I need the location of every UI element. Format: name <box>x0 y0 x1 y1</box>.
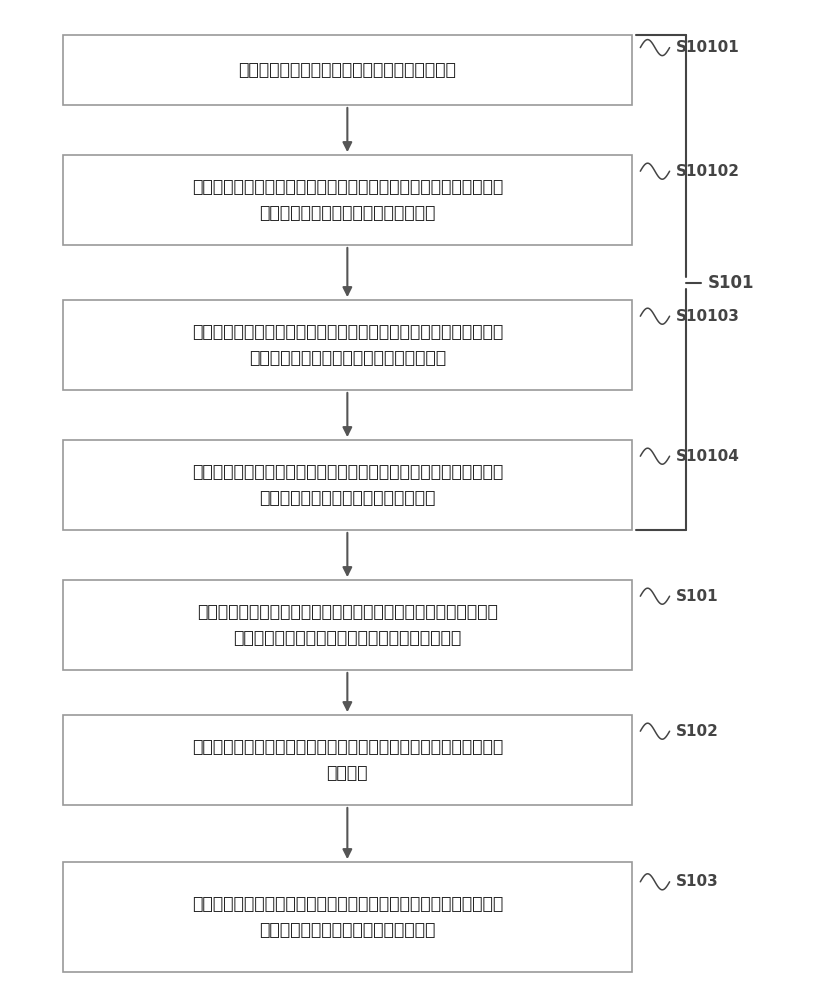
Text: S10104: S10104 <box>675 449 739 464</box>
Text: S10102: S10102 <box>675 164 739 179</box>
Text: 基于所述扭矩许可值与扭矩设定值确定所述电机的扭矩限制值，并基
于所述扭矩限制值控制所述电机的运行: 基于所述扭矩许可值与扭矩设定值确定所述电机的扭矩限制值，并基 于所述扭矩限制值控… <box>191 895 502 939</box>
Text: 若所述输入端电源参数和所述冷却系统参数均正常，则将电机的功率
限制生效值确定为最大输出功率限制值: 若所述输入端电源参数和所述冷却系统参数均正常，则将电机的功率 限制生效值确定为最… <box>191 178 502 222</box>
FancyBboxPatch shape <box>63 300 631 390</box>
FancyBboxPatch shape <box>63 715 631 805</box>
Text: S101: S101 <box>675 589 718 604</box>
Text: 若所述输入端电源参数或所述冷却系统参数异常，则将电机的功率限
制生效值确定为最大输出功率限制值的一半: 若所述输入端电源参数或所述冷却系统参数异常，则将电机的功率限 制生效值确定为最大… <box>191 323 502 367</box>
Text: S10103: S10103 <box>675 309 739 324</box>
Text: S102: S102 <box>675 724 718 739</box>
Text: 基于所述最大扭矩值以及电机的系统温度调整系数确定所述电机的扭
矩许可值: 基于所述最大扭矩值以及电机的系统温度调整系数确定所述电机的扭 矩许可值 <box>191 738 502 782</box>
FancyBboxPatch shape <box>63 580 631 670</box>
FancyBboxPatch shape <box>63 440 631 530</box>
Text: S10101: S10101 <box>675 40 739 55</box>
Text: 根据作业机械的输入端电源参数、冷却系统参数以及电机的当前转
速，确定所述电机在所述当前转速下的最大扭矩值: 根据作业机械的输入端电源参数、冷却系统参数以及电机的当前转 速，确定所述电机在所… <box>196 603 497 647</box>
Text: 根据功率、扭矩、转速间的关系式，确定在所述当前转速以及所述功
率限制生效值下所述电机的最大扭矩值: 根据功率、扭矩、转速间的关系式，确定在所述当前转速以及所述功 率限制生效值下所述… <box>191 463 502 507</box>
Text: 获取作业机械的输入端电源参数和冷却系统参数: 获取作业机械的输入端电源参数和冷却系统参数 <box>238 61 456 79</box>
Text: S101: S101 <box>706 273 753 292</box>
FancyBboxPatch shape <box>63 35 631 105</box>
FancyBboxPatch shape <box>63 862 631 972</box>
FancyBboxPatch shape <box>63 155 631 245</box>
Text: S103: S103 <box>675 874 718 889</box>
